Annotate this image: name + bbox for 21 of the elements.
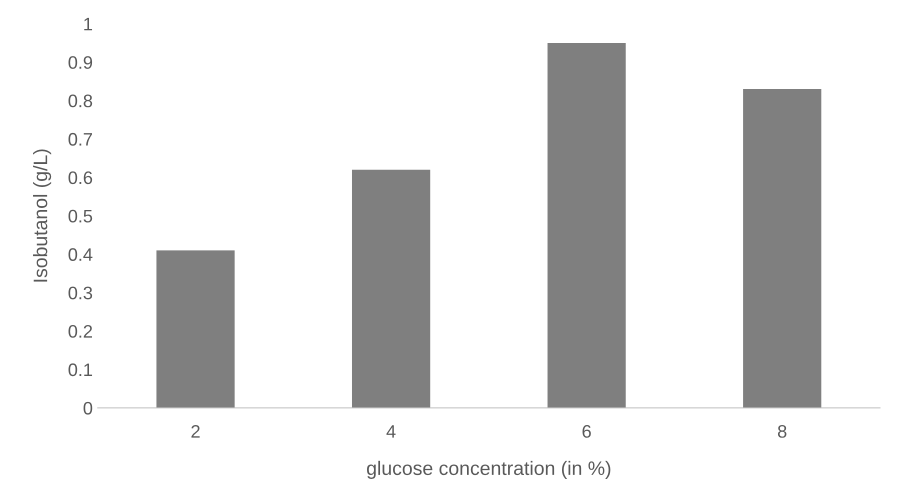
y-tick-label: 0.9 xyxy=(68,56,92,69)
y-tick-label: 0.6 xyxy=(68,171,92,184)
y-tick-label: 0.1 xyxy=(68,363,92,376)
y-tick-label: 0.5 xyxy=(68,210,92,223)
y-tick-label: 0.8 xyxy=(68,94,92,108)
y-tick-label: 0.7 xyxy=(68,132,92,146)
y-tick-label: 1 xyxy=(84,18,92,30)
y-tick-label: 0 xyxy=(84,402,92,415)
bar xyxy=(156,250,235,408)
x-tick-label: 4 xyxy=(386,425,396,438)
y-tick-label: 0.2 xyxy=(68,324,92,338)
bar xyxy=(743,89,822,408)
y-tick-label: 0.3 xyxy=(68,286,92,300)
x-tick-label: 2 xyxy=(191,425,200,438)
x-tick-label: 6 xyxy=(582,425,591,438)
y-tick-label: 0.4 xyxy=(68,248,92,261)
bar xyxy=(548,42,626,408)
bar xyxy=(352,170,430,408)
x-tick-label: 8 xyxy=(778,425,786,438)
x-axis-title: glucose concentration (in %) xyxy=(367,460,610,479)
y-axis-title: Isobutanol (g/L) xyxy=(33,149,52,282)
